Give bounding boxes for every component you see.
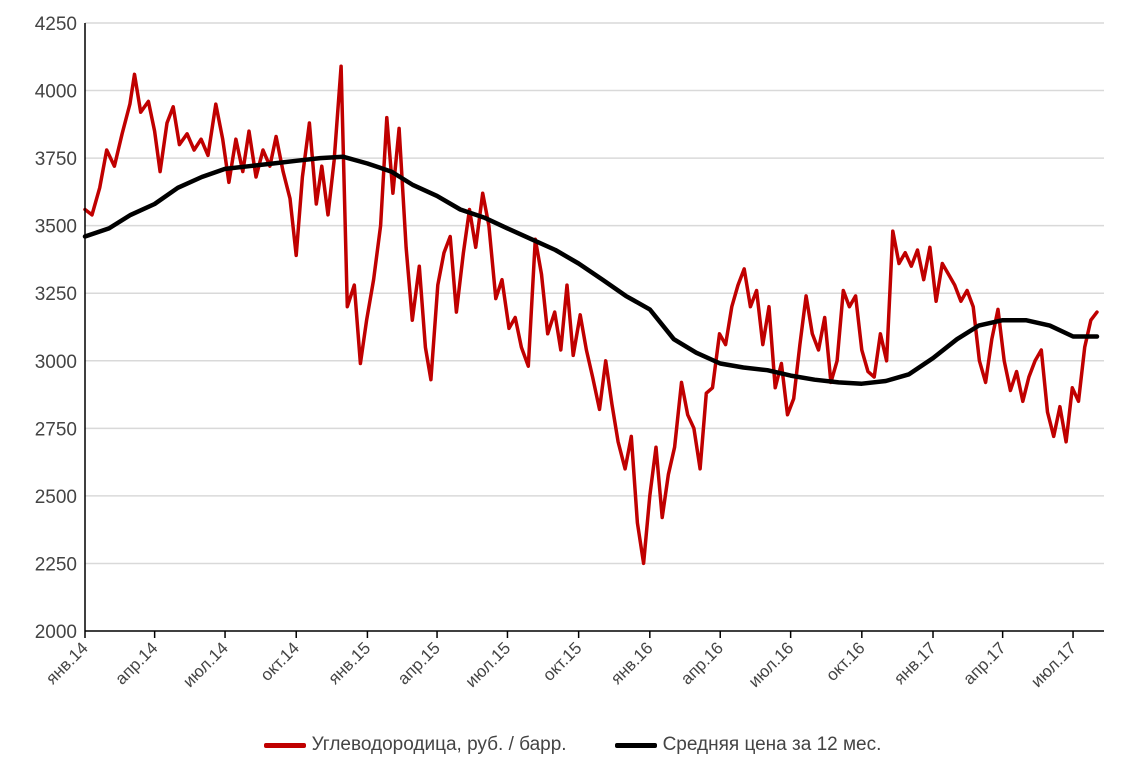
y-tick-label: 4000 — [35, 82, 77, 103]
x-tick-label: июл.16 — [745, 638, 798, 691]
x-tick-label: янв.15 — [325, 638, 375, 688]
x-tick-label: окт.15 — [539, 638, 585, 684]
x-tick-label: окт.14 — [257, 638, 303, 684]
x-tick-label: апр.14 — [111, 638, 161, 688]
y-tick-label: 3500 — [35, 217, 77, 238]
x-tick-label: июл.17 — [1027, 638, 1080, 691]
legend-swatch-average — [614, 742, 657, 748]
y-tick-label: 3250 — [35, 284, 77, 305]
series-line-average — [82, 154, 1100, 386]
x-tick-label: апр.15 — [394, 638, 444, 688]
x-tick-label: апр.17 — [959, 638, 1009, 688]
y-tick-label: 4250 — [35, 14, 77, 35]
x-tick-label: апр.16 — [677, 638, 727, 688]
y-tick-label: 2250 — [35, 554, 77, 575]
x-tick-label: янв.17 — [890, 638, 940, 688]
legend-item-average: Средняя цена за 12 мес. — [614, 734, 882, 756]
x-tick-label: июл.14 — [179, 638, 232, 691]
x-tick-label: янв.16 — [607, 638, 657, 688]
x-tick-label: июл.15 — [462, 638, 515, 691]
y-tick-label: 2500 — [35, 487, 77, 508]
x-tick-label: окт.16 — [822, 638, 868, 684]
y-tick-label: 2000 — [35, 622, 77, 643]
y-tick-label: 3000 — [35, 352, 77, 373]
legend-swatch-price — [263, 742, 306, 748]
series-lines — [82, 64, 1100, 566]
y-tick-label: 3750 — [35, 149, 77, 170]
y-axis-ticks: 2000 2250 2500 2750 3000 3250 3500 3750 4000 4250 — [35, 14, 77, 643]
series-line-price — [83, 64, 1099, 566]
legend-label-price: Углеводородица, руб. / барр. — [311, 734, 567, 755]
x-tick-label: янв.14 — [42, 638, 92, 688]
legend: Углеводородица, руб. / барр. Средняя цен… — [0, 734, 1145, 756]
grid-lines — [85, 22, 1104, 565]
legend-label-average: Средняя цена за 12 мес. — [662, 734, 882, 755]
y-tick-label: 2750 — [35, 419, 77, 440]
legend-item-price: Углеводородица, руб. / барр. — [263, 734, 567, 756]
x-axis-ticks: янв.14 апр.14 июл.14 окт.14 янв.15 апр.15 июл.… — [42, 631, 1080, 691]
